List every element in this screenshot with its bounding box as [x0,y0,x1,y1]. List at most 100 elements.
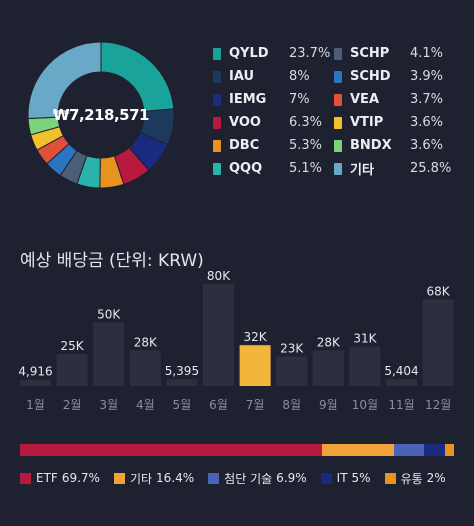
legend-ticker: IEMG [229,92,267,107]
legend-swatch [213,116,221,129]
bar-11[interactable] [386,379,417,386]
donut-slice-11 [27,41,102,120]
legend-ticker: VTIP [350,115,384,130]
legend-percent: 23.7% [289,46,331,61]
bar-4[interactable] [129,350,161,386]
month-label: 9월 [319,398,338,412]
bar-value-label: 68K [427,284,451,298]
dividend-bar-chart: 4,916 1월 25K 2월 50K 3월 28K 4월 5,395 5월 80K 6월 32K 7월 2… [18,270,454,412]
sector-legend-item: ETF 69.7% [20,466,100,490]
legend-percent: 4.1% [410,46,444,61]
sector-segment [393,444,424,456]
legend-item: DBC 5.3% [213,134,330,157]
sector-percent: 16.4% [156,471,195,485]
bar-value-label: 32K [244,330,268,344]
legend-item: IEMG 7% [213,88,330,111]
bar-value-label: 4,916 [18,365,52,379]
sector-percent: 2% [426,471,446,485]
holdings-legend-right: SCHP 4.1% SCHD 3.9% VEA 3.7% VTIP 3.6% BNDX 3.6% 기… [334,42,451,180]
legend-ticker: VOO [229,115,261,130]
month-label: 4월 [136,398,155,412]
month-label: 10월 [352,398,378,412]
sector-legend-item: 첨단 기술 6.9% [208,466,307,490]
legend-item: VEA 3.7% [334,88,451,111]
bar-10[interactable] [349,346,381,386]
legend-swatch [334,139,342,152]
donut-svg [27,41,175,189]
bar-value-label: 23K [280,342,304,356]
legend-swatch [334,116,342,129]
bar-value-label: 5,404 [384,364,418,378]
month-label: 8월 [282,398,301,412]
sector-stacked-bar [20,444,454,456]
legend-swatch [334,93,342,106]
legend-percent: 5.1% [289,161,323,176]
legend-percent: 8% [289,69,310,84]
legend-percent: 3.6% [410,138,444,153]
sector-swatch [113,472,125,484]
dividend-chart-title: 예상 배당금 (단위: KRW) [20,251,204,271]
legend-item: SCHP 4.1% [334,42,451,65]
holdings-legend-left: QYLD 23.7% IAU 8% IEMG 7% VOO 6.3% DBC 5.3% QQQ 5.1… [213,42,330,180]
month-label: 3월 [99,398,118,412]
bar-12[interactable] [422,299,454,386]
sector-segment [322,444,394,456]
bar-value-label: 25K [61,339,85,353]
legend-percent: 25.8% [410,161,452,176]
sector-swatch [208,472,220,484]
bar-8[interactable] [276,356,308,386]
bar-5[interactable] [166,379,198,386]
portfolio-total: ₩7,218,571 [52,106,150,124]
sector-legend-item: 유통 2% [384,466,446,490]
legend-item: VTIP 3.6% [334,111,451,134]
sector-legend-item: 기타 16.4% [113,466,195,490]
month-label: 2월 [63,398,82,412]
legend-ticker: IAU [229,69,255,84]
bar-value-label: 80K [207,270,231,283]
legend-percent: 3.7% [410,92,444,107]
legend-percent: 3.9% [410,69,444,84]
legend-swatch [213,139,221,152]
legend-percent: 3.6% [410,115,444,130]
legend-ticker: SCHP [350,46,390,61]
sector-percent: 6.9% [276,471,307,485]
bar-1[interactable] [20,379,51,386]
sector-percent: 5% [351,471,371,485]
bar-value-label: 5,395 [165,364,199,378]
legend-item: QYLD 23.7% [213,42,330,65]
month-label: 12월 [425,398,451,412]
sector-name: ETF [36,471,58,485]
legend-percent: 6.3% [289,115,323,130]
sector-name: IT [336,471,348,485]
legend-item: BNDX 3.6% [334,134,451,157]
legend-ticker: QQQ [229,161,263,176]
month-label: 6월 [209,398,228,412]
sector-segment [445,444,454,456]
sector-percent: 69.7% [61,471,100,485]
bar-value-label: 31K [353,331,377,345]
bar-6[interactable] [203,284,234,386]
holdings-donut-chart: ₩7,218,571 [26,40,176,190]
sector-segment [20,444,323,456]
legend-ticker: 기타 [350,163,374,178]
bar-9[interactable] [312,350,344,386]
legend-swatch [213,162,221,175]
legend-swatch [334,162,342,175]
legend-swatch [213,93,221,106]
legend-swatch [334,70,342,83]
bar-7[interactable] [239,345,271,386]
sector-name: 첨단 기술 [224,471,273,486]
legend-ticker: SCHD [350,69,391,84]
bar-2[interactable] [56,354,88,386]
legend-swatch [213,47,221,60]
legend-ticker: BNDX [350,138,392,153]
legend-swatch [334,47,342,60]
legend-swatch [213,70,221,83]
legend-ticker: QYLD [229,46,269,61]
legend-item: VOO 6.3% [213,111,330,134]
legend-item: SCHD 3.9% [334,65,451,88]
bar-3[interactable] [93,322,125,386]
month-label: 11월 [388,398,414,412]
sector-segment [423,444,446,456]
bar-value-label: 50K [97,307,121,321]
